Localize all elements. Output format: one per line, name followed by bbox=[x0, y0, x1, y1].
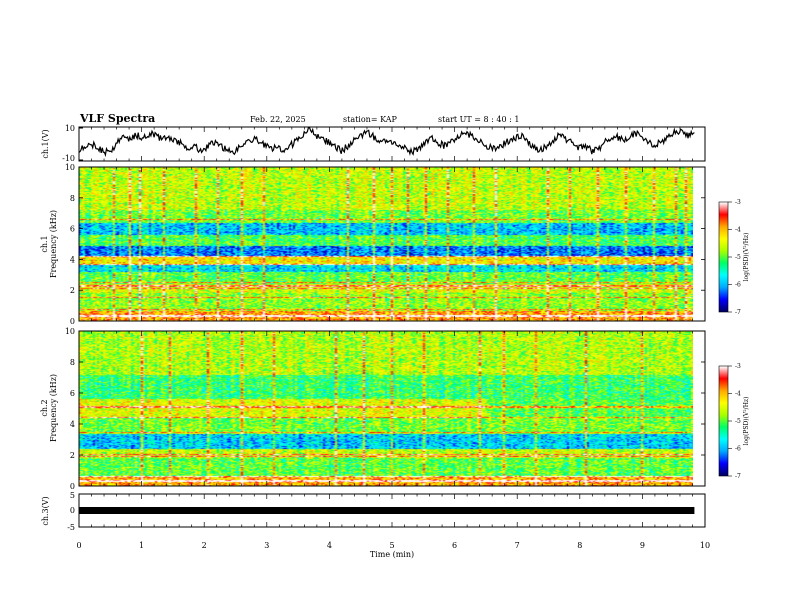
ch2-ytick-label-5: 10 bbox=[65, 327, 75, 336]
ch2-ytick-label-3: 6 bbox=[70, 389, 75, 398]
x-tick-label-2: 2 bbox=[202, 541, 207, 550]
x-tick-label-3: 3 bbox=[264, 541, 269, 550]
ch2-ytick-label-1: 2 bbox=[70, 451, 75, 460]
ch1-colorbar-label: log(PSD)(V²/Hz) bbox=[743, 233, 750, 282]
ch1-colorbar-tick-label-2: -5 bbox=[735, 254, 741, 261]
ch2-spectrogram-image bbox=[79, 331, 693, 486]
ch2-spectrogram-panel: 0 2 4 6 8 10 ch.2 Frequency (kHz) bbox=[40, 327, 706, 491]
ch1-colorbar-tick-label-3: -6 bbox=[735, 282, 741, 289]
ch1-ytick-top: 10 bbox=[65, 124, 75, 133]
x-axis-tick-labels: 0 1 2 3 4 5 6 7 8 9 10 bbox=[76, 541, 710, 550]
start-ut-label: start UT = 8 : 40 : 1 bbox=[438, 115, 519, 124]
ch1-ytick-label-1: 2 bbox=[70, 286, 75, 295]
ch3-ylabel: ch.3(V) bbox=[41, 496, 50, 525]
ch2-colorbar-tick-label-1: -4 bbox=[735, 391, 741, 398]
ch3-ytick-bottom: -5 bbox=[67, 523, 75, 532]
ch2-ytick-label-0: 0 bbox=[70, 482, 75, 491]
ch1-spectrogram-image bbox=[79, 167, 693, 321]
station-label: station= KAP bbox=[343, 115, 398, 124]
ch1-ylabel-line1: ch.1 bbox=[40, 235, 49, 252]
ch2-colorbar-gradient bbox=[719, 366, 728, 476]
x-axis-ticks bbox=[78, 127, 706, 527]
ch1-ylabel-line2: Frequency (kHz) bbox=[49, 210, 58, 278]
ch2-colorbar-tick-label-4: -7 bbox=[735, 473, 741, 480]
ch2-colorbar-tick-label-0: -3 bbox=[735, 363, 741, 370]
ch1-ytick-label-0: 0 bbox=[70, 317, 75, 326]
ch2-ytick-label-2: 4 bbox=[70, 420, 75, 429]
ch3-ytick-mid: 0 bbox=[70, 506, 75, 515]
ch1-ytick-label-5: 10 bbox=[65, 163, 75, 172]
ch3-panel: 5 0 -5 ch.3(V) bbox=[41, 491, 706, 532]
figure-title: VLF Spectra bbox=[79, 112, 155, 125]
x-tick-label-10: 10 bbox=[700, 541, 710, 550]
ch2-colorbar-tick-label-3: -6 bbox=[735, 446, 741, 453]
ch1-spectrogram-panel: 0 2 4 6 8 10 ch.1 Frequency (kHz) bbox=[40, 163, 706, 326]
ch1-colorbar-tick-label-1: -4 bbox=[735, 227, 741, 234]
ch3-ytick-top: 5 bbox=[70, 491, 75, 500]
ch1-ytick-label-4: 8 bbox=[70, 194, 75, 203]
ch1-ylabel: ch.1(V) bbox=[41, 129, 50, 158]
ch2-ytick-label-4: 8 bbox=[70, 358, 75, 367]
x-tick-label-1: 1 bbox=[139, 541, 144, 550]
ch1-ytick-bottom: -10 bbox=[62, 154, 75, 163]
x-tick-label-7: 7 bbox=[515, 541, 520, 550]
x-tick-label-6: 6 bbox=[452, 541, 457, 550]
ch2-ylabel-line1: ch.2 bbox=[40, 399, 49, 416]
ch1-colorbar: -3 -4 -5 -6 -7 log(PSD)(V²/Hz) bbox=[718, 199, 750, 316]
ch2-colorbar-label: log(PSD)(V²/Hz) bbox=[743, 397, 750, 446]
ch1-ytick-label-2: 4 bbox=[70, 255, 75, 264]
ch2-ylabel-line2: Frequency (kHz) bbox=[49, 374, 58, 442]
date-label: Feb. 22, 2025 bbox=[250, 115, 306, 124]
ch1-colorbar-gradient bbox=[719, 202, 728, 312]
x-tick-label-5: 5 bbox=[389, 541, 394, 550]
ch1-trace bbox=[78, 126, 695, 158]
ch2-colorbar-tick-label-2: -5 bbox=[735, 418, 741, 425]
x-tick-label-0: 0 bbox=[76, 541, 81, 550]
ch1-colorbar-tick-label-0: -3 bbox=[735, 199, 741, 206]
ch3-level-bar bbox=[79, 507, 695, 514]
ch1-ytick-label-3: 6 bbox=[70, 225, 75, 234]
x-tick-label-9: 9 bbox=[640, 541, 645, 550]
ch2-colorbar: -3 -4 -5 -6 -7 log(PSD)(V²/Hz) bbox=[718, 363, 750, 480]
ch1-panel: 10 -10 ch.1(V) bbox=[41, 124, 706, 163]
x-tick-label-8: 8 bbox=[577, 541, 582, 550]
x-axis-label: Time (min) bbox=[370, 550, 414, 559]
ch1-colorbar-tick-label-4: -7 bbox=[735, 309, 741, 316]
x-tick-label-4: 4 bbox=[327, 541, 332, 550]
